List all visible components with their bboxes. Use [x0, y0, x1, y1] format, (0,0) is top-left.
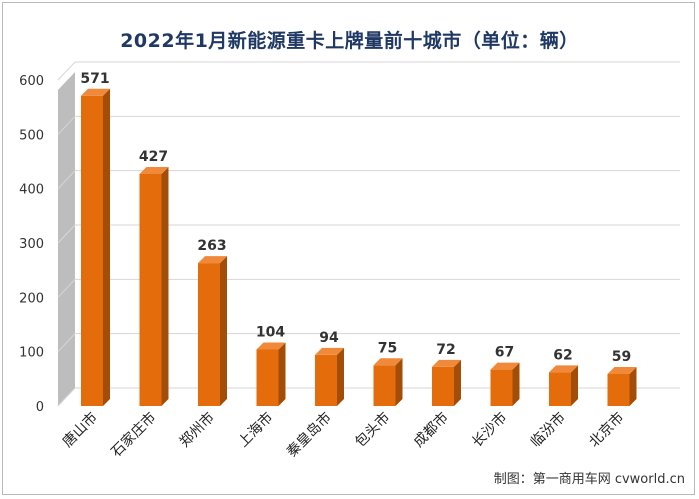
x-tick-label: 石家庄市 [108, 409, 160, 461]
gridline [57, 278, 680, 298]
bar [432, 359, 461, 406]
x-tick-label: 郑州市 [176, 409, 218, 451]
data-label: 104 [256, 324, 285, 340]
bar [139, 166, 169, 406]
data-label: 67 [495, 345, 514, 361]
data-label: 75 [378, 340, 397, 356]
chart-title: 2022年1月新能源重卡上牌量前十城市（单位：辆） [120, 30, 579, 52]
y-tick-label: 100 [19, 346, 44, 361]
data-label: 62 [553, 347, 572, 363]
x-tick-label: 长沙市 [469, 409, 511, 451]
x-tick-label: 北京市 [586, 409, 628, 451]
x-tick-label: 上海市 [235, 409, 277, 451]
data-label: 571 [80, 71, 109, 87]
x-tick-label: 秦皇岛市 [283, 409, 335, 461]
bar [198, 256, 227, 406]
gridline [57, 224, 680, 244]
y-tick-label: 400 [19, 183, 44, 198]
gridline [57, 333, 680, 353]
x-tick-label: 唐山市 [59, 409, 101, 451]
data-label: 94 [319, 330, 339, 346]
gridline [57, 170, 680, 190]
y-tick-label: 600 [19, 74, 44, 89]
bar [549, 365, 578, 406]
y-tick-label: 500 [19, 128, 44, 143]
source-credit: 制图：第一商用车网 cvworld.cn [493, 472, 685, 487]
x-tick-label: 成都市 [410, 409, 452, 451]
bar [256, 342, 286, 406]
data-label: 59 [612, 349, 631, 365]
bar [607, 366, 637, 406]
gridline [57, 115, 680, 135]
gridline [57, 387, 680, 407]
data-label: 427 [139, 149, 168, 165]
x-tick-label: 临汾市 [527, 409, 569, 451]
data-label: 72 [436, 342, 455, 358]
bar [81, 88, 110, 407]
bar [490, 362, 520, 406]
bar [315, 347, 344, 406]
gridline [57, 61, 680, 81]
chart-frame [2, 2, 695, 495]
chart-back-wall [58, 72, 75, 406]
bar [373, 358, 403, 406]
y-tick-label: 300 [19, 237, 44, 252]
x-tick-label: 包头市 [352, 409, 394, 451]
y-tick-label: 0 [36, 400, 44, 415]
y-tick-label: 200 [19, 291, 44, 306]
data-label: 263 [197, 238, 226, 254]
